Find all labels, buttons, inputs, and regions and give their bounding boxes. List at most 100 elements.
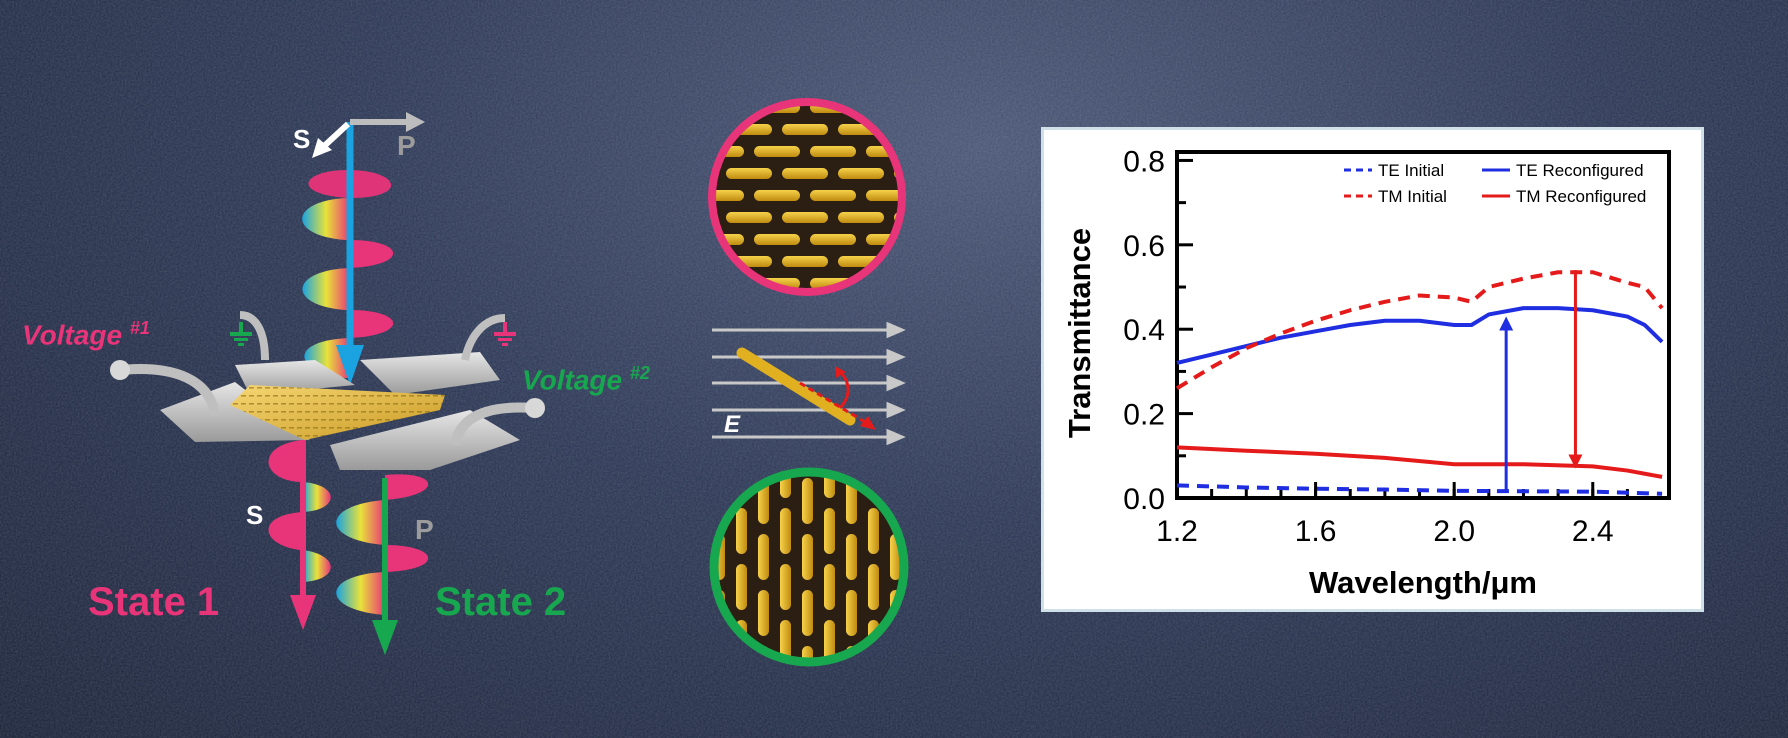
nanorod	[810, 146, 856, 157]
nanorod	[782, 168, 828, 179]
nanorod-arrays: E	[708, 98, 930, 680]
series-line	[1176, 483, 1663, 496]
nanorod	[846, 422, 857, 468]
nanorod	[912, 508, 923, 554]
nanorod	[922, 190, 930, 201]
nanorod	[890, 646, 901, 659]
nanorod	[758, 534, 769, 580]
nanorod	[868, 564, 879, 610]
nanorod	[866, 190, 899, 201]
nanorod	[780, 475, 791, 498]
y-axis-label: Transmittance	[1062, 228, 1097, 438]
nanorod	[715, 278, 744, 289]
nanorod	[824, 564, 835, 610]
legend-label: TM Reconfigured	[1516, 187, 1646, 206]
nanorod	[810, 190, 856, 201]
nanorod	[868, 676, 879, 680]
nanorod	[838, 212, 884, 223]
nanorod	[715, 256, 716, 267]
p-bottom-label: P	[415, 514, 434, 545]
nanorod	[868, 508, 879, 554]
state1-label: State 1	[88, 580, 220, 624]
nanorod	[866, 278, 899, 289]
series-line	[1175, 270, 1664, 391]
x-axis-label: Wavelength/μm	[1309, 565, 1537, 600]
s-bottom-label: S	[246, 500, 264, 530]
series-line	[1176, 445, 1663, 479]
nanorod	[922, 102, 930, 113]
nanorod	[726, 212, 772, 223]
nanorod	[824, 475, 835, 498]
nanorod	[715, 124, 716, 135]
x-tick-label: 1.6	[1295, 515, 1337, 548]
nanorod	[736, 508, 747, 554]
transmittance-chart: 0.0 0.2 0.4 0.6 0.8 1.2 1.6 2.0 2.4 Wavelength/μm…	[1062, 145, 1671, 600]
nanorod	[726, 168, 772, 179]
nanorod	[810, 234, 856, 245]
nanorod	[782, 124, 828, 135]
nanorod	[912, 676, 923, 680]
nanorod	[754, 234, 800, 245]
nanorod	[912, 396, 923, 442]
nanorod	[782, 256, 828, 267]
state2-label: State 2	[435, 580, 567, 624]
nanorod	[715, 190, 744, 201]
nanorod	[780, 508, 791, 554]
series-line	[1176, 306, 1664, 365]
ground-icon	[494, 322, 516, 346]
nanorod	[846, 590, 857, 636]
nanorod	[780, 676, 791, 680]
change-arrowhead	[1568, 454, 1583, 469]
nanorod	[736, 564, 747, 610]
nanorod	[758, 422, 769, 468]
device-illustration	[110, 112, 545, 655]
nanorod	[736, 676, 747, 680]
p-top-label: P	[397, 130, 416, 161]
nanorod	[912, 564, 923, 610]
nanorod	[894, 124, 899, 135]
nanorod	[922, 146, 930, 157]
nanorod	[802, 534, 813, 580]
voltage1-label: Voltage #1	[22, 318, 150, 351]
nanorod	[717, 646, 725, 659]
state1-wave	[268, 440, 331, 582]
nanorod	[922, 278, 930, 289]
electrode-plates	[160, 352, 520, 470]
voltage2-label: Voltage #2	[522, 363, 650, 396]
s-top-label: S	[293, 124, 311, 154]
state2-wave	[336, 474, 429, 615]
y-tick-label: 0.2	[1123, 399, 1165, 432]
nanorod	[754, 146, 800, 157]
ground-icon	[230, 322, 252, 346]
nanorod	[824, 508, 835, 554]
nanorod	[802, 590, 813, 636]
nanorod	[890, 422, 901, 468]
nanorod	[846, 478, 857, 524]
nanorod	[866, 105, 899, 113]
legend-label: TM Initial	[1378, 187, 1447, 206]
x-tick-label: 2.4	[1572, 515, 1614, 548]
nanorod	[754, 190, 800, 201]
x-tick-label: 2.0	[1433, 515, 1475, 548]
nanorod	[802, 478, 813, 524]
nanorod	[922, 234, 930, 245]
nanorod	[715, 105, 744, 113]
nanorod	[838, 168, 884, 179]
nanorod	[802, 422, 813, 468]
y-tick-label: 0.0	[1123, 483, 1165, 516]
nanorod	[758, 590, 769, 636]
nanorod	[717, 534, 725, 580]
nanorod	[824, 676, 835, 680]
legend-label: TE Reconfigured	[1516, 161, 1644, 180]
nanorod	[780, 396, 791, 442]
nanorod	[912, 452, 923, 498]
nanorod	[782, 212, 828, 223]
y-tick-label: 0.8	[1123, 145, 1165, 178]
field-lines	[712, 321, 906, 446]
y-tick-label: 0.6	[1123, 230, 1165, 263]
transmittance-chart-panel: 0.0 0.2 0.4 0.6 0.8 1.2 1.6 2.0 2.4 Wavelength/μm…	[1041, 127, 1704, 612]
nanorod	[894, 256, 899, 267]
nanorod	[912, 620, 923, 666]
vertical-rod-array	[709, 396, 923, 680]
y-tick-label: 0.4	[1123, 314, 1165, 347]
